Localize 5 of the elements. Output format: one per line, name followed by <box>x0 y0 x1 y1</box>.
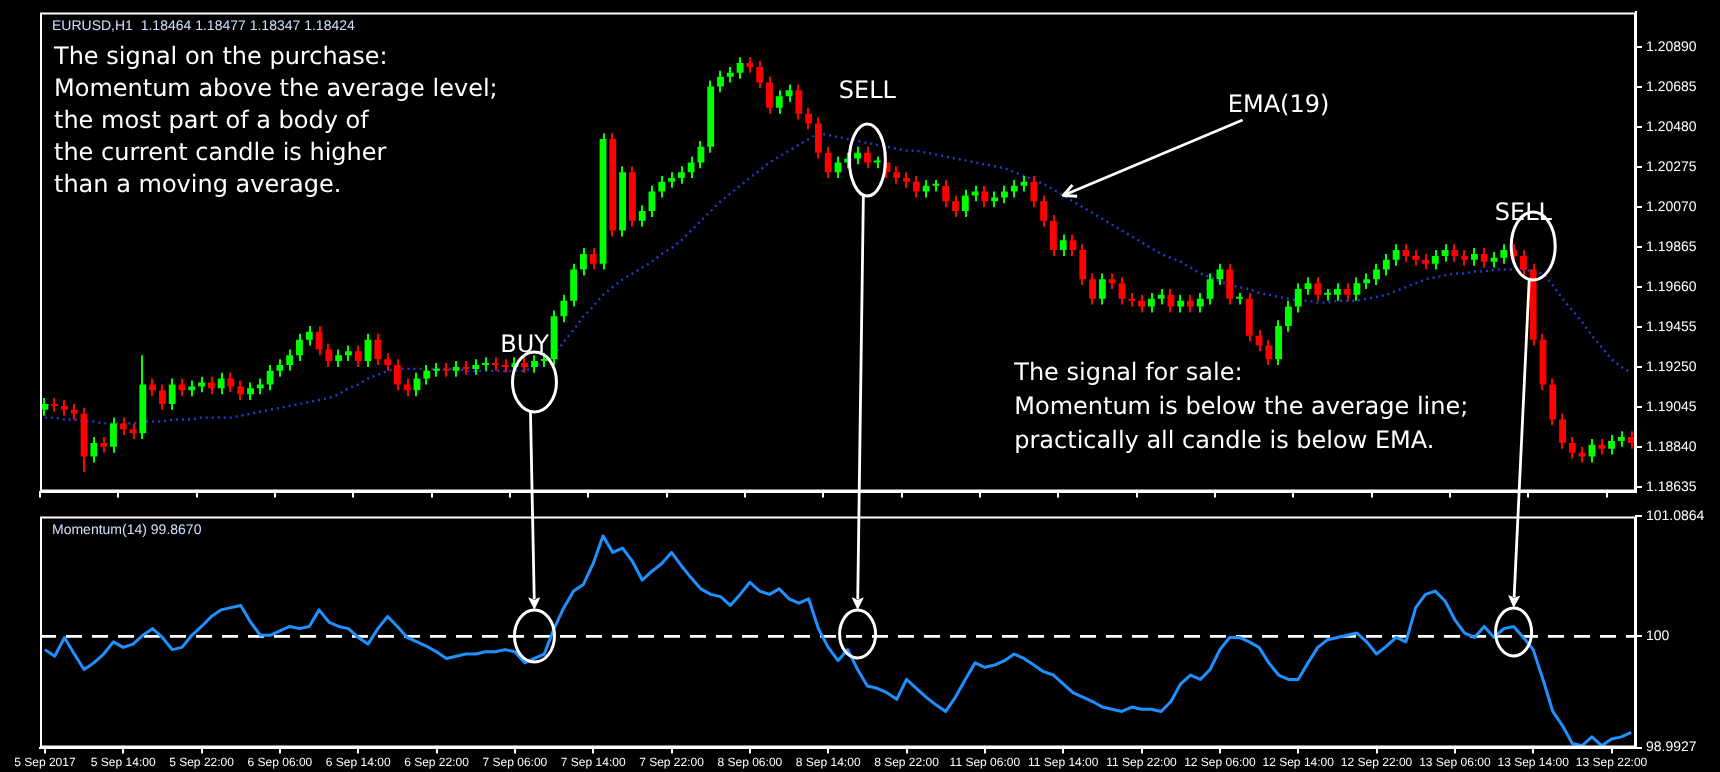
annotation: BUY <box>500 330 551 358</box>
annotation: The signal on the purchase: Momentum above the average level; the most part of a body of the current candle is higher than a moving average. <box>52 42 498 198</box>
annotation: SELL <box>838 76 897 104</box>
annotation: EMA(19) <box>1227 90 1330 118</box>
annotation: The signal for sale: Momentum is below the average line; practically all candle is below EMA. <box>1012 358 1469 454</box>
